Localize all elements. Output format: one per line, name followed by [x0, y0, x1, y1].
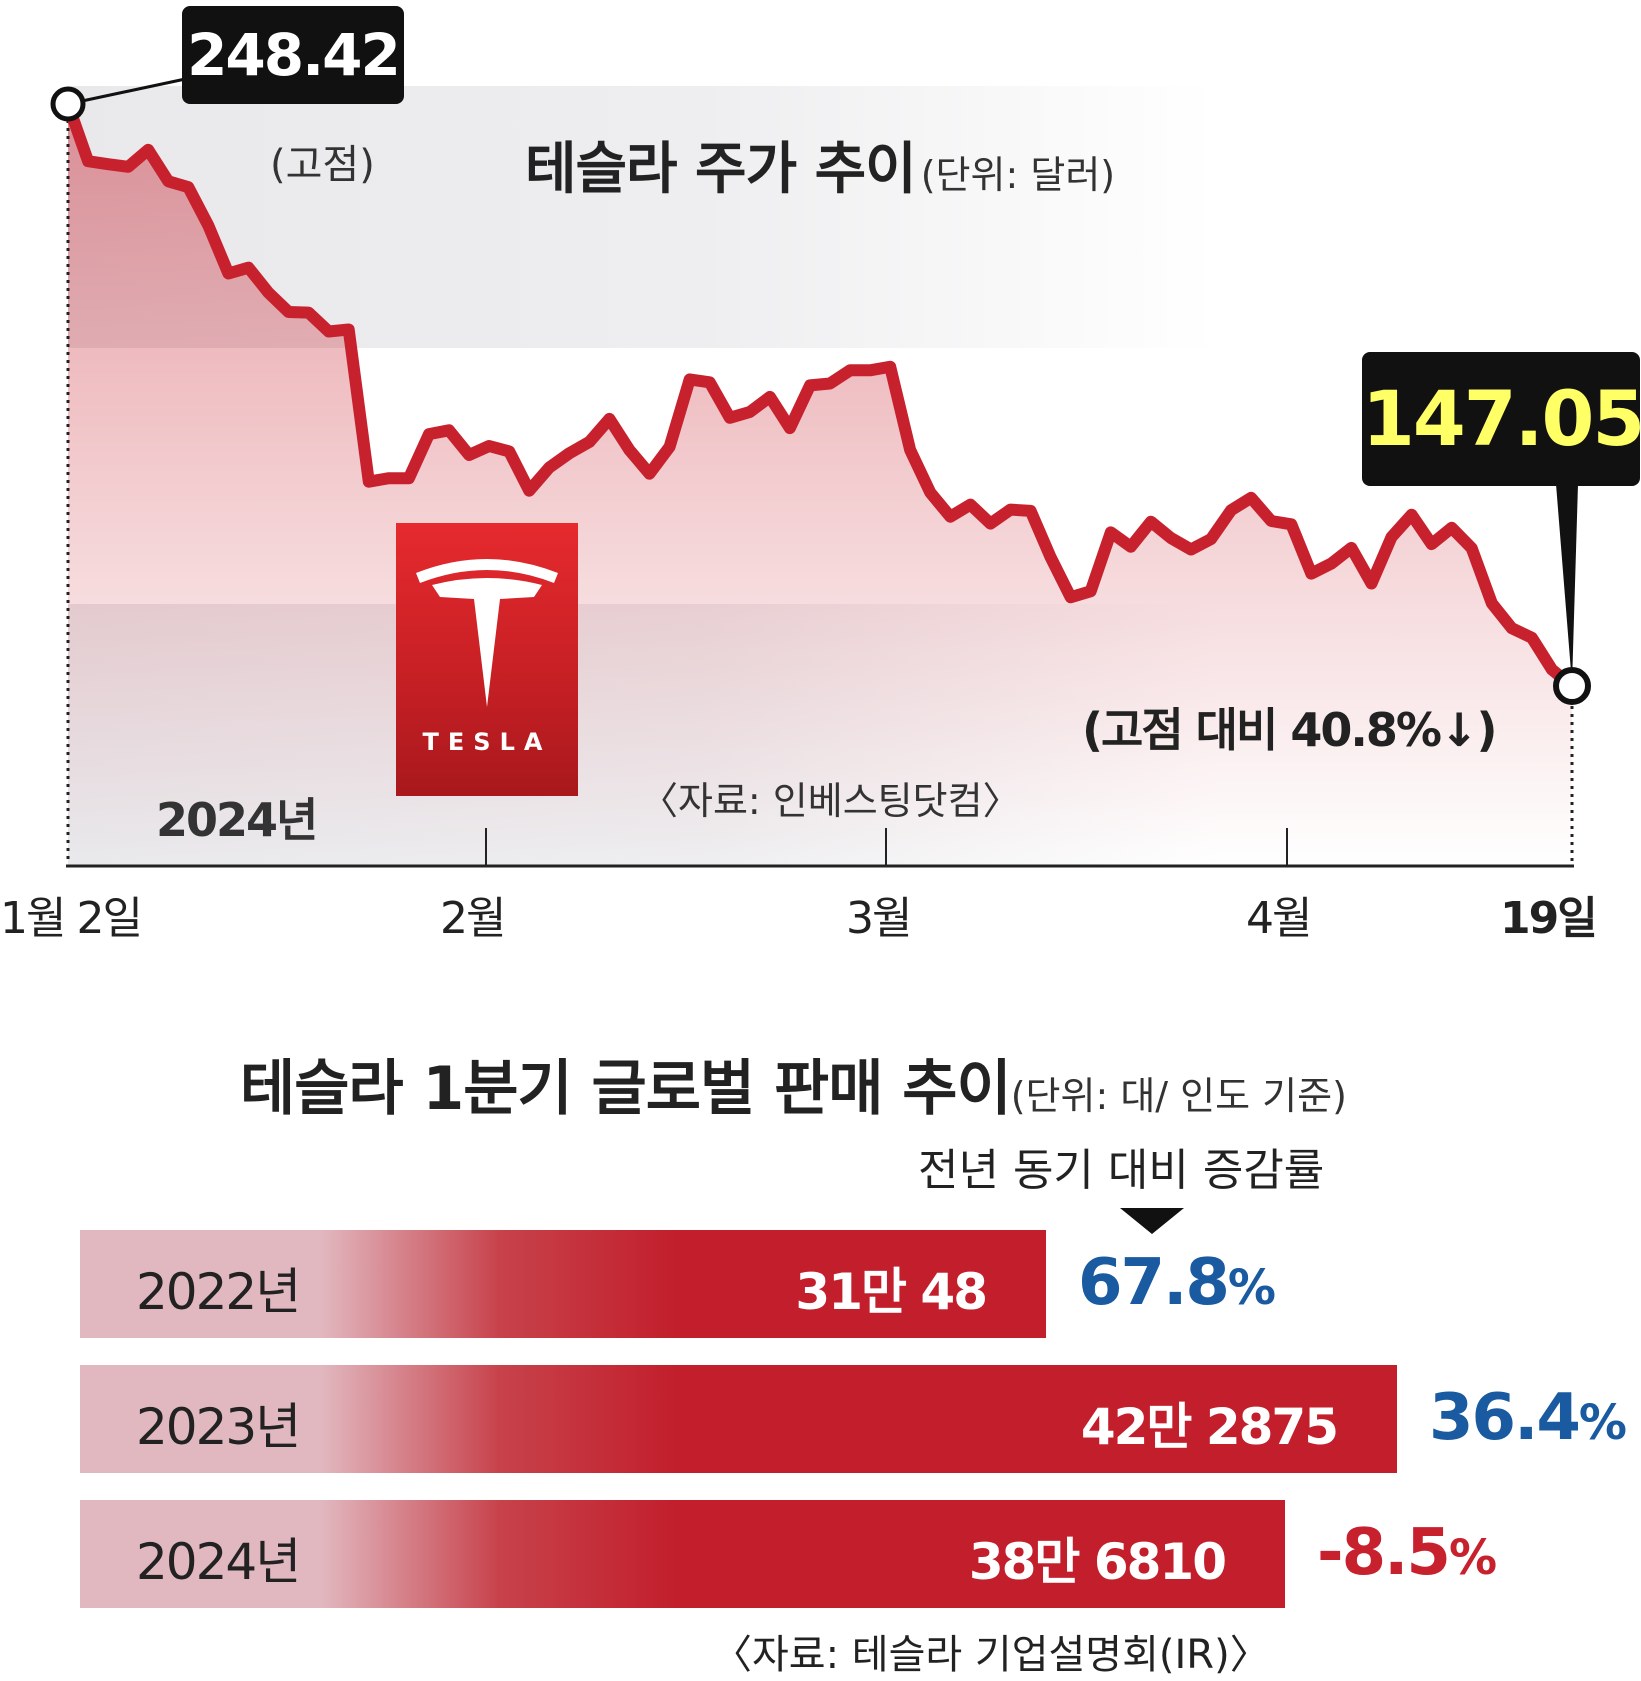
high-point-marker	[50, 86, 86, 122]
tesla-logo: TESLA	[396, 523, 578, 796]
x-label-end: 19일	[1500, 893, 1598, 944]
yoy-value: 67.8	[1078, 1246, 1230, 1320]
price-line	[62, 98, 1578, 692]
x-label-start: 1월 2일	[0, 893, 143, 944]
sales-chart-title: 테슬라 1분기 글로벌 판매 추이	[240, 1054, 1012, 1124]
drop-annotation: (고점 대비 40.8%↓)	[1082, 703, 1497, 757]
last-point-marker	[1553, 667, 1591, 705]
tesla-t-icon	[416, 559, 558, 707]
x-label-apr: 4월	[1246, 893, 1312, 944]
high-callout-pointer	[67, 76, 191, 106]
high-value-callout: 248.42	[182, 6, 404, 104]
x-label-feb: 2월	[440, 893, 506, 944]
yoy-marker-triangle	[1120, 1208, 1184, 1234]
sales-bar-2024: 2024년 38만 6810	[80, 1500, 1285, 1608]
yoy-header: 전년 동기 대비 증감률	[918, 1145, 1325, 1196]
bar-value-label: 42만 2875	[1080, 1398, 1339, 1456]
bar-value-label: 38만 6810	[968, 1533, 1227, 1591]
bar-year-label: 2024년	[136, 1533, 301, 1591]
tesla-logo-text: TESLA	[422, 728, 552, 756]
yoy-percent-sign: %	[1448, 1530, 1497, 1586]
last-callout-pointer	[1556, 484, 1578, 684]
sales-chart-title-block: 테슬라 1분기 글로벌 판매 추이(단위: 대/ 인도 기준)	[240, 1040, 1347, 1127]
yoy-value: -8.5	[1317, 1516, 1451, 1590]
sales-bar-2023: 2023년 42만 2875	[80, 1365, 1397, 1473]
bar-value-label: 31만 48	[795, 1263, 988, 1321]
yoy-2022: 67.8%	[1078, 1246, 1276, 1320]
chart-unit: (단위: 달러)	[920, 153, 1116, 197]
yoy-2023: 36.4%	[1429, 1381, 1627, 1455]
last-value: 147.05	[1362, 374, 1641, 463]
chart-title: 테슬라 주가 추이	[525, 137, 917, 202]
sales-bar-2022: 2022년 31만 48	[80, 1230, 1046, 1338]
sales-chart-source: 〈자료: 테슬라 기업설명회(IR)〉	[712, 1632, 1270, 1678]
sales-chart-unit: (단위: 대/ 인도 기준)	[1010, 1074, 1347, 1118]
last-value-callout: 147.05	[1362, 352, 1641, 486]
bar-year-label: 2023년	[136, 1398, 301, 1456]
yoy-percent-sign: %	[1578, 1395, 1627, 1451]
yoy-percent-sign: %	[1227, 1260, 1276, 1316]
chart-source: 〈자료: 인베스팅닷컴〉	[640, 779, 1021, 823]
high-value: 248.42	[187, 21, 401, 89]
yoy-value: 36.4	[1429, 1381, 1581, 1455]
high-label: (고점)	[270, 142, 375, 188]
bar-year-label: 2022년	[136, 1263, 301, 1321]
x-label-mar: 3월	[846, 893, 912, 944]
chart-title-block: 테슬라 주가 추이 (단위: 달러)	[525, 124, 1115, 205]
year-label: 2024년	[156, 793, 318, 847]
yoy-2024: -8.5%	[1317, 1516, 1497, 1590]
